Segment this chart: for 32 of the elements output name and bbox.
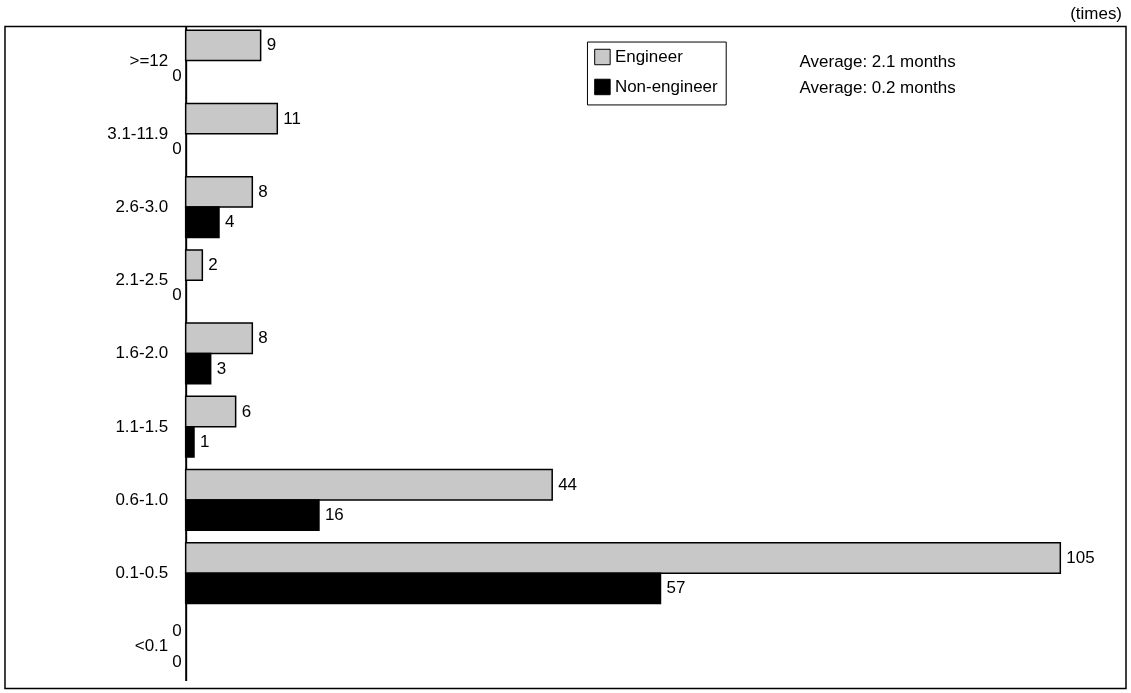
y-tick-label: 3.1-11.9 bbox=[107, 123, 169, 143]
data-label: 2 bbox=[208, 255, 218, 275]
y-tick-label: 1.1-1.5 bbox=[115, 416, 169, 436]
data-label: 1 bbox=[199, 431, 210, 451]
data-label: 3 bbox=[216, 358, 227, 378]
annotation: Average: 0.2 months bbox=[799, 78, 956, 98]
legend-label: Non-engineer bbox=[614, 76, 718, 96]
data-label: 0 bbox=[172, 139, 182, 159]
data-label: 44 bbox=[558, 474, 578, 494]
data-label: 0 bbox=[172, 65, 182, 85]
data-label: 11 bbox=[283, 108, 301, 128]
data-label: 0 bbox=[172, 285, 182, 305]
data-label: 8 bbox=[258, 328, 268, 348]
data-label: 0 bbox=[172, 651, 182, 671]
annotation: Average: 2.1 months bbox=[799, 52, 956, 72]
legend-label: Engineer bbox=[614, 47, 684, 66]
y-tick-label: <0.1 bbox=[134, 636, 169, 656]
y-tick-label: >=12 bbox=[129, 50, 169, 70]
data-label: 16 bbox=[324, 505, 344, 525]
y-tick-label: 1.6-2.0 bbox=[115, 343, 169, 363]
data-label: 8 bbox=[258, 181, 268, 201]
y-tick-label: 2.6-3.0 bbox=[115, 197, 169, 217]
data-label: 6 bbox=[241, 401, 252, 421]
y-tick-label: 0.6-1.0 bbox=[115, 489, 169, 509]
data-label: 105 bbox=[1066, 547, 1095, 567]
y-tick-label: 0.1-0.5 bbox=[115, 563, 169, 583]
y-tick-label: 2.1-2.5 bbox=[115, 270, 169, 290]
data-label: 57 bbox=[666, 578, 686, 598]
data-label: 9 bbox=[266, 35, 277, 55]
data-label: 4 bbox=[224, 212, 235, 232]
text: (times) bbox=[1070, 3, 1123, 23]
data-label: 0 bbox=[172, 621, 182, 641]
